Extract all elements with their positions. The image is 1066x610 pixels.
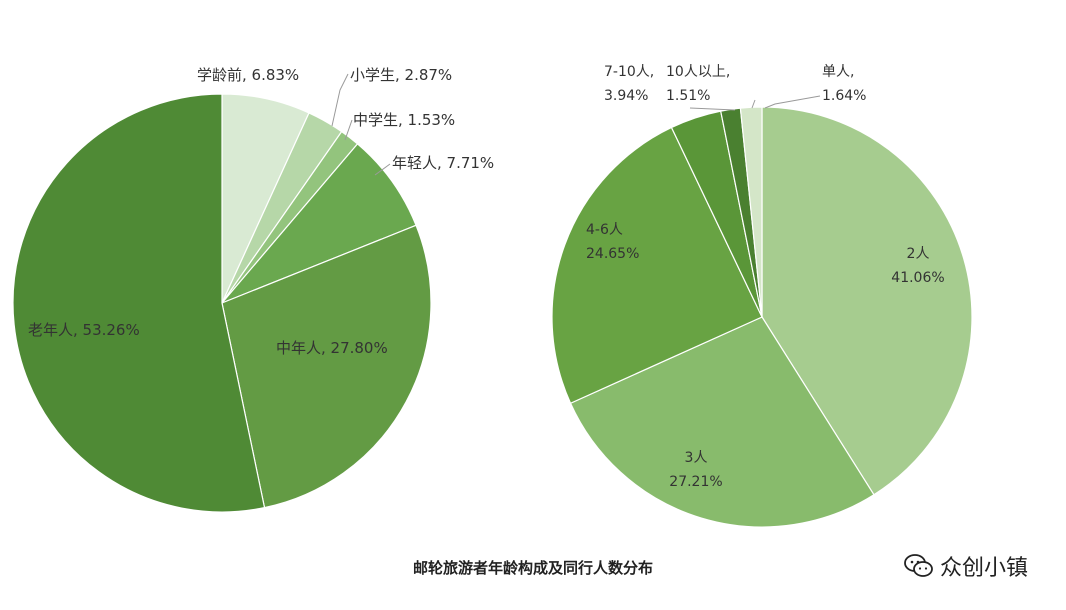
group-label-3: 7-10人, 3.94% <box>604 64 654 104</box>
group-label-5: 单人, 1.64% <box>822 64 866 104</box>
age-label-1: 小学生, 2.87% <box>350 66 452 84</box>
group-leader-4 <box>751 99 756 109</box>
group-leader-3 <box>689 107 736 111</box>
age-composition-labels: 学龄前, 6.83% 小学生, 2.87% 中学生, 1.53% 年轻人, 7.71%… <box>28 66 494 357</box>
age-leader-2 <box>344 119 353 141</box>
age-slice-5 <box>12 93 266 513</box>
age-label-2: 中学生, 1.53% <box>353 111 455 129</box>
group-size-pie <box>551 106 973 528</box>
age-slice-3 <box>221 143 417 304</box>
age-leader-3 <box>374 163 391 176</box>
watermark: 众创小镇 <box>904 550 1028 582</box>
wechat-icon <box>904 554 933 577</box>
age-label-0: 学龄前, 6.83% <box>197 66 299 84</box>
group-label-2: 4-6人 24.65% <box>586 222 639 262</box>
age-label-4: 中年人, 27.80% <box>276 339 388 357</box>
age-leader-1 <box>331 73 349 127</box>
group-label-1: 3人 27.21% <box>669 450 722 490</box>
age-slice-4 <box>221 224 432 509</box>
watermark-text: 众创小镇 <box>939 556 1028 581</box>
group-slice-2 <box>551 126 763 405</box>
age-composition-pie <box>12 93 432 513</box>
group-label-4: 10人以上, 1.51% <box>666 64 730 104</box>
group-slice-0 <box>761 106 973 496</box>
chart-caption: 邮轮旅游者年龄构成及同行人数分布 <box>412 559 653 577</box>
group-label-0: 2人 41.06% <box>891 246 944 286</box>
group-leader-5 <box>764 95 821 109</box>
age-label-3: 年轻人, 7.71% <box>392 154 494 172</box>
group-size-labels: 2人 41.06% 3人 27.21% 4-6人 24.65% 7-10人, 3.94% 10人… <box>586 64 945 490</box>
group-slice-5 <box>739 106 763 318</box>
age-label-5: 老年人, 53.26% <box>28 321 140 339</box>
